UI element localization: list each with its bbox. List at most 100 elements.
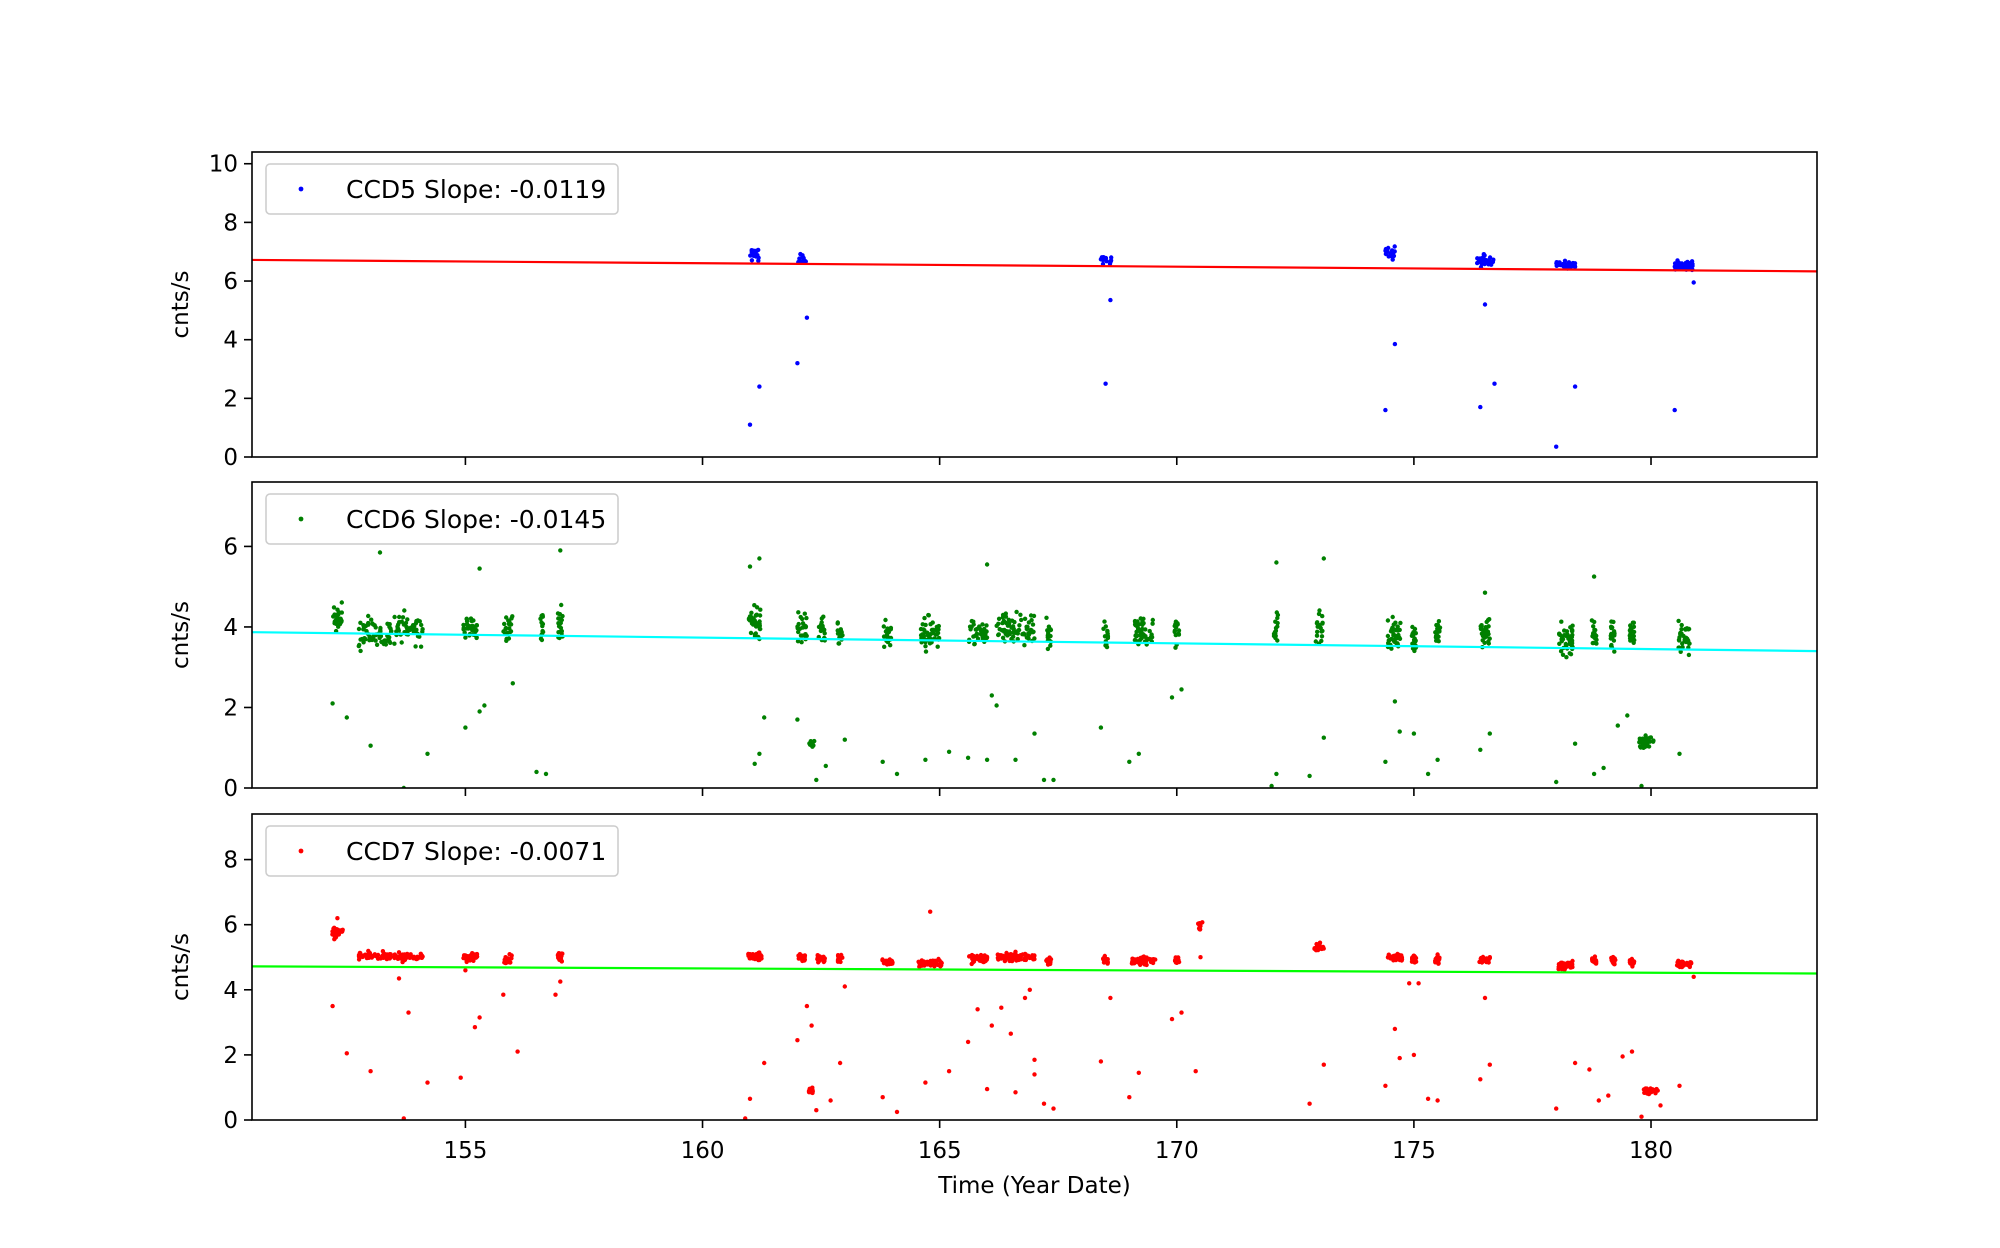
data-point xyxy=(1383,1083,1388,1089)
data-point xyxy=(1045,628,1050,633)
data-point xyxy=(1412,954,1418,959)
data-point xyxy=(758,607,763,612)
data-point xyxy=(1029,618,1034,623)
data-point xyxy=(392,641,397,646)
y-tick-label: 4 xyxy=(223,328,238,354)
data-point xyxy=(881,634,887,639)
data-point xyxy=(330,1003,335,1009)
data-point xyxy=(1566,260,1572,265)
x-axis: 155 160 165 170 175 180 xyxy=(443,1138,1673,1164)
data-point xyxy=(1319,634,1325,639)
data-point xyxy=(1591,574,1597,579)
data-point xyxy=(473,627,478,632)
data-point xyxy=(842,984,847,989)
axes-frame xyxy=(251,813,1818,1121)
data-point xyxy=(417,619,422,624)
data-point xyxy=(1008,1031,1013,1036)
data-point xyxy=(334,613,339,618)
data-point xyxy=(804,315,810,320)
data-point xyxy=(1318,625,1323,631)
data-point xyxy=(1317,608,1322,613)
data-point xyxy=(1130,959,1135,964)
data-point xyxy=(923,757,928,762)
data-point xyxy=(1196,921,1201,926)
x-tick-label: 155 xyxy=(443,1138,487,1164)
data-point xyxy=(929,960,935,965)
data-point xyxy=(1587,1067,1592,1072)
data-point xyxy=(842,737,847,742)
data-point xyxy=(1010,624,1016,629)
data-point xyxy=(1140,633,1146,639)
data-point xyxy=(809,742,814,747)
data-point xyxy=(894,771,900,777)
data-point xyxy=(1487,1062,1493,1067)
data-point xyxy=(1627,628,1633,633)
data-point xyxy=(888,627,893,632)
data-point xyxy=(333,621,339,626)
data-point xyxy=(934,627,939,633)
data-point xyxy=(510,681,515,686)
data-point xyxy=(1658,1103,1663,1108)
data-point xyxy=(1677,751,1682,756)
data-point xyxy=(539,620,544,625)
data-point xyxy=(996,621,1001,626)
data-point xyxy=(1031,956,1037,961)
data-point xyxy=(338,616,343,622)
data-point xyxy=(1048,957,1054,962)
data-point xyxy=(1321,556,1327,561)
data-point xyxy=(814,777,819,783)
data-point xyxy=(1559,619,1564,624)
data-point xyxy=(1391,633,1396,638)
data-point xyxy=(796,610,801,615)
data-point xyxy=(1411,1052,1417,1058)
data-point xyxy=(1609,619,1614,624)
data-point xyxy=(1390,614,1395,620)
data-point xyxy=(795,639,801,644)
data-point xyxy=(1490,259,1496,265)
data-point xyxy=(330,701,335,706)
data-point xyxy=(1482,995,1488,1001)
data-point xyxy=(413,644,418,649)
data-point xyxy=(1641,1087,1647,1092)
data-point xyxy=(357,642,362,648)
data-point xyxy=(1478,1077,1483,1082)
data-point xyxy=(980,622,985,627)
data-point xyxy=(1022,616,1028,621)
data-point xyxy=(1307,773,1312,779)
x-tick-label: 180 xyxy=(1629,1138,1673,1164)
data-point xyxy=(747,422,753,427)
data-point xyxy=(757,751,762,756)
data-point xyxy=(1397,1055,1402,1061)
y-axis-label: cnts/s xyxy=(168,601,194,669)
data-point xyxy=(1397,729,1402,734)
data-point xyxy=(816,960,821,965)
data-point xyxy=(747,1096,753,1102)
data-point xyxy=(362,623,368,629)
y-tick-label: 2 xyxy=(223,1043,238,1069)
data-point xyxy=(1274,560,1279,565)
data-point xyxy=(1134,633,1139,639)
y-tick-label: 0 xyxy=(223,1108,238,1134)
data-point xyxy=(795,361,800,366)
data-point xyxy=(804,615,809,621)
data-point xyxy=(883,617,888,623)
data-point xyxy=(1017,955,1023,960)
data-point xyxy=(539,613,544,619)
data-point xyxy=(880,759,885,764)
data-point xyxy=(837,956,843,961)
data-point xyxy=(1013,757,1018,762)
data-point xyxy=(1393,620,1398,625)
data-point xyxy=(509,616,514,621)
data-point xyxy=(477,566,482,571)
data-point xyxy=(1591,624,1596,629)
data-point xyxy=(482,703,487,708)
data-point xyxy=(344,715,349,720)
data-point xyxy=(1482,640,1487,645)
data-point xyxy=(1672,407,1677,413)
data-point xyxy=(508,629,514,634)
data-point xyxy=(1684,626,1690,631)
data-point xyxy=(1650,739,1656,744)
data-point xyxy=(1272,630,1278,635)
data-point xyxy=(1198,955,1203,960)
data-point xyxy=(1011,955,1016,961)
